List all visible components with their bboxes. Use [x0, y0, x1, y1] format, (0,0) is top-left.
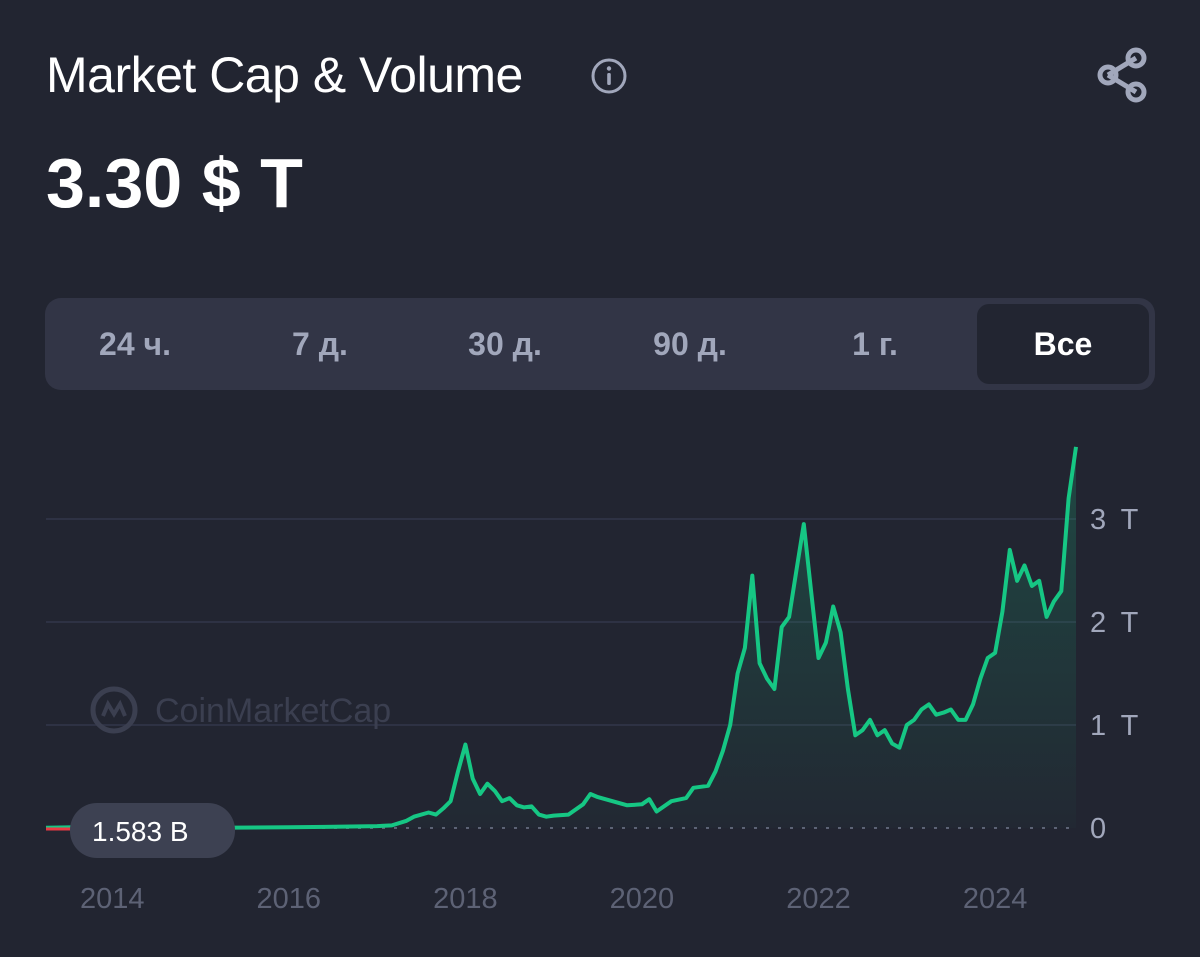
market-cap-area: [46, 446, 1076, 828]
y-tick-label: 1 T: [1090, 710, 1139, 742]
page-title: Market Cap & Volume: [46, 47, 523, 103]
tab-7d[interactable]: 7 д.: [292, 325, 348, 362]
y-tick-label: 3 T: [1090, 504, 1139, 536]
start-value-label: 1.583 B: [92, 816, 189, 847]
x-tick-label: 2024: [963, 883, 1028, 915]
x-tick-label: 2014: [80, 883, 145, 915]
tab-all[interactable]: Все: [977, 304, 1149, 384]
y-tick-label: 2 T: [1090, 607, 1139, 639]
market-cap-line: [45, 446, 1078, 830]
tab-24h[interactable]: 24 ч.: [99, 325, 171, 362]
watermark-text: CoinMarketCap: [155, 692, 391, 730]
market-cap-value: 3.30 $ T: [46, 144, 303, 222]
time-range-tabs: 24 ч. 7 д. 30 д. 90 д. 1 г. Все: [45, 298, 1155, 390]
share-icon[interactable]: [1094, 45, 1150, 105]
x-tick-label: 2020: [610, 883, 675, 915]
watermark: CoinMarketCap: [90, 686, 391, 734]
y-tick-label: 0: [1090, 813, 1106, 845]
x-tick-label: 2018: [433, 883, 498, 915]
tab-90d[interactable]: 90 д.: [653, 325, 727, 362]
market-cap-chart[interactable]: CoinMarketCap 0 1 T 2 T 3 T 2014 2016 2018 202…: [0, 420, 1200, 957]
start-value-badge: 1.583 B: [70, 803, 235, 858]
tab-30d[interactable]: 30 д.: [468, 325, 542, 362]
x-tick-label: 2016: [257, 883, 322, 915]
tab-1y[interactable]: 1 г.: [852, 325, 898, 362]
info-icon[interactable]: [590, 57, 628, 95]
x-tick-label: 2022: [786, 883, 851, 915]
